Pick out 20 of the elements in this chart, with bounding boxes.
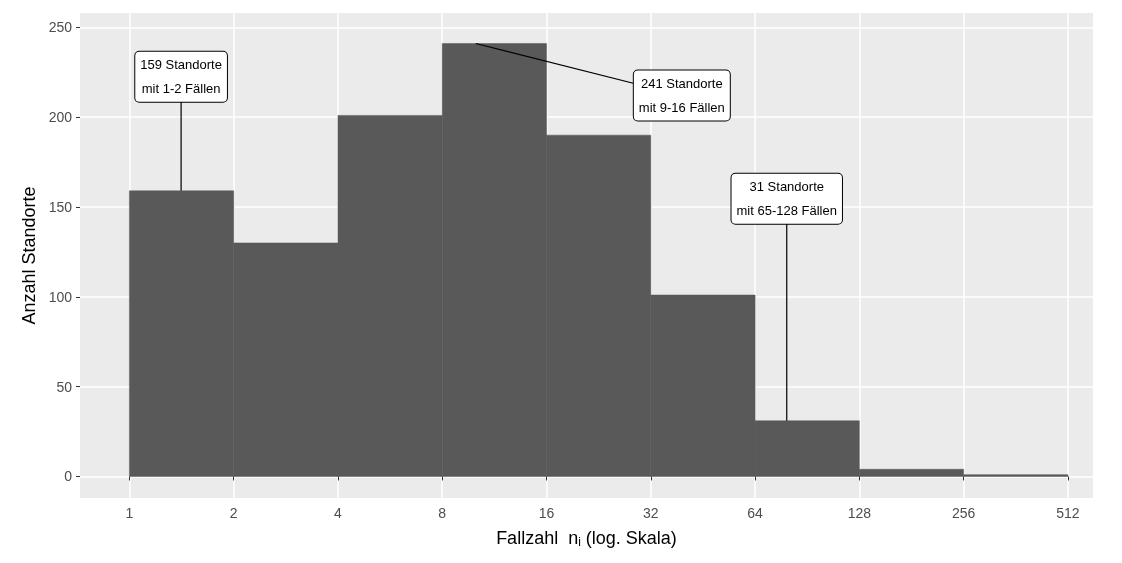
x-tick-label: 1: [125, 505, 134, 521]
x-tick-label: 64: [747, 505, 764, 521]
x-tick-label: 8: [438, 505, 447, 521]
y-tick-label: 50: [56, 378, 73, 395]
y-tick-label: 0: [64, 468, 73, 485]
x-tick-label: 512: [1056, 505, 1080, 521]
y-axis-title: Anzahl Standorte: [18, 186, 39, 325]
annotation: 31 Standorte mit 65-128 Fällen: [736, 179, 837, 219]
x-tick-label: 256: [951, 505, 976, 521]
x-tick-label: 128: [847, 505, 872, 521]
x-tick-label: 16: [538, 505, 555, 521]
y-tick-label: 100: [48, 288, 73, 305]
x-tick-label: 4: [334, 505, 343, 521]
y-tick-label: 150: [48, 199, 73, 215]
x-tick-label: 32: [643, 505, 659, 521]
x-tick-label: 2: [229, 505, 238, 521]
annotation: 241 Standorte mit 9-16 Fällen: [638, 76, 725, 116]
y-tick-label: 200: [48, 109, 73, 126]
annotation: 159 Standorte mit 1-2 Fällen: [140, 57, 222, 97]
y-tick-label: 250: [48, 19, 73, 36]
